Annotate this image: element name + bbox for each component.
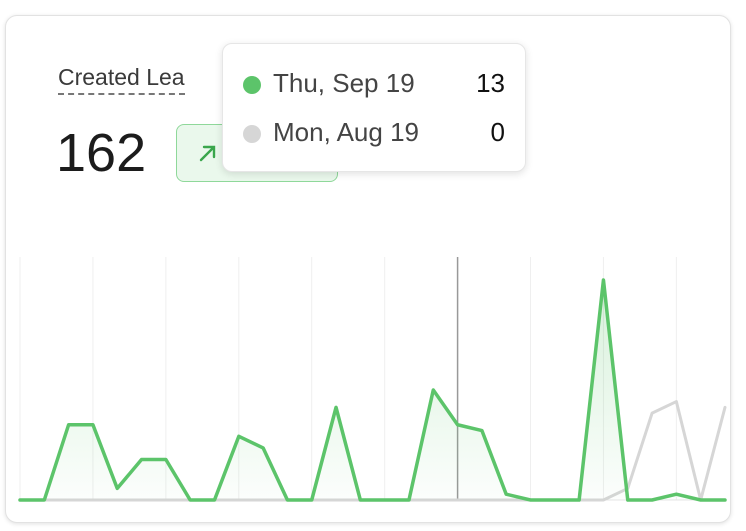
legend-dot [243,125,261,143]
line [18,278,727,502]
legend-label: Mon, Aug 19 [273,117,419,147]
tooltip: Thu, Sep 19 13 Mon, Aug 19 0 [222,43,526,172]
tooltip-row: Mon, Aug 19 0 [243,117,505,147]
total: 162 [56,123,147,183]
legend-label: Thu, Sep 19 [273,68,415,98]
tooltip-value: 13 [476,68,505,98]
area [20,280,725,500]
arrow-icon [199,145,216,162]
chart-title[interactable]: Created Lea [58,64,185,95]
legend-dot [243,76,261,94]
tooltip-value: 0 [490,117,505,147]
tooltip-row: Thu, Sep 19 13 [243,68,505,98]
